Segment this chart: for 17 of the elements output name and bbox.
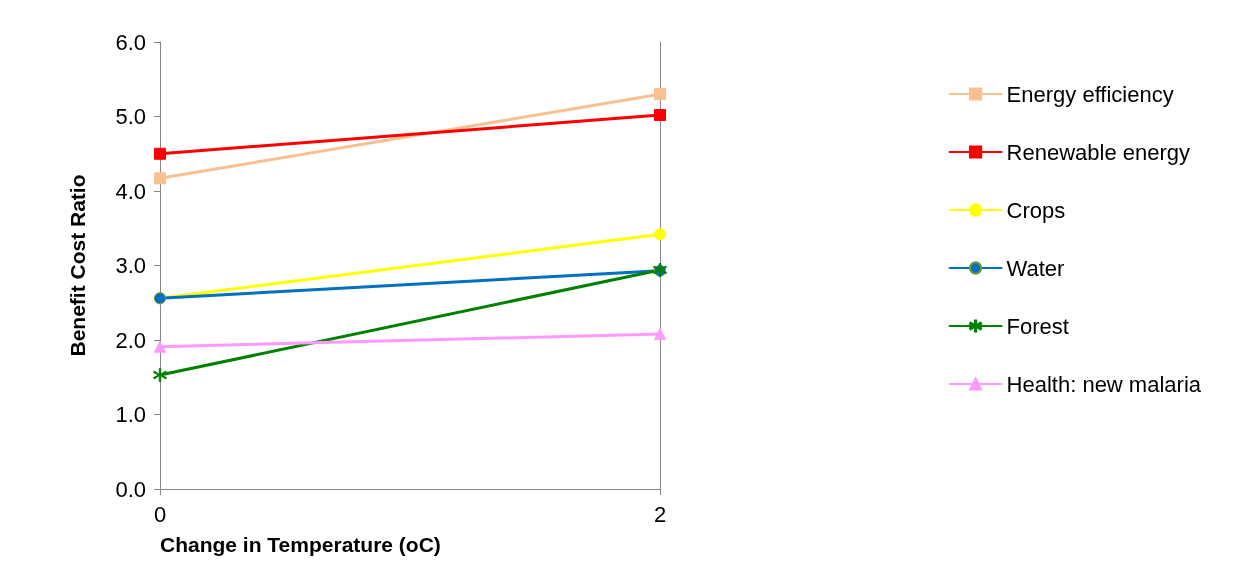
legend-label: Renewable energy [1006, 139, 1191, 165]
legend-label: Water [1006, 255, 1065, 281]
x-axis-title: Change in Temperature (oC) [160, 533, 441, 556]
x-tick-label: 0 [153, 501, 167, 527]
y-tick-label: 2.0 [115, 327, 146, 353]
legend-label: Crops [1006, 197, 1066, 223]
y-tick-label: 3.0 [115, 253, 146, 278]
legend-label: Forest [1006, 313, 1069, 339]
y-tick-label: 5.0 [115, 104, 146, 129]
y-tick-label: 6.0 [115, 29, 146, 55]
y-axis-title: Benefit Cost Ratio [66, 174, 89, 357]
legend-label: Health: new malaria [1006, 371, 1202, 397]
y-tick-label: 0.0 [115, 476, 146, 502]
y-tick-label: 4.0 [115, 178, 146, 204]
legend-label: Energy efficiency [1006, 81, 1174, 107]
y-tick-label: 1.0 [115, 402, 146, 427]
x-tick-label: 2 [653, 501, 667, 527]
